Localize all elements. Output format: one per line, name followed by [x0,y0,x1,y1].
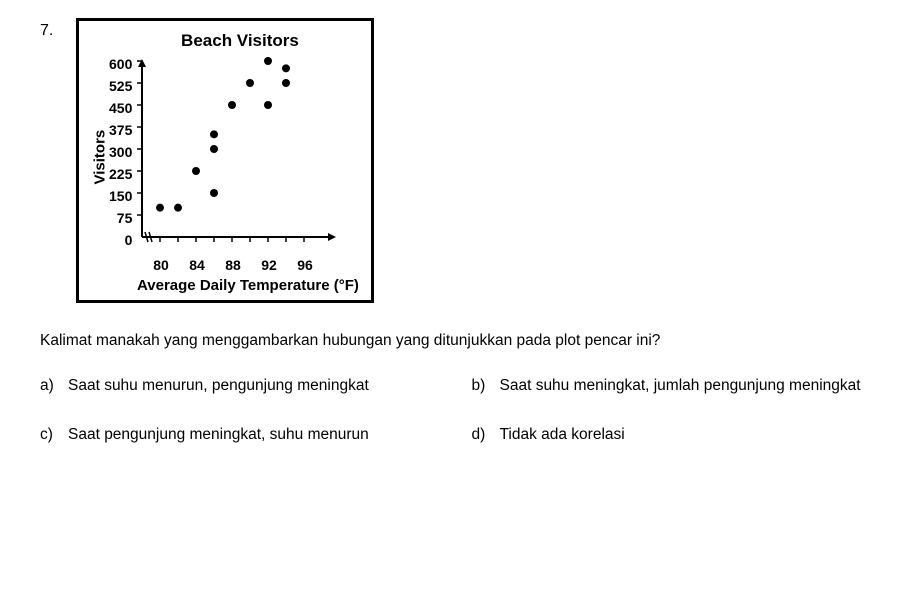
question-text: Kalimat manakah yang menggambarkan hubun… [40,329,879,352]
plot-area-row: 600 525 450 375 300 225 150 75 0 [109,57,340,255]
answer-a: a) Saat suhu menurun, pengunjung meningk… [40,374,448,399]
answer-c: c) Saat pengunjung meningkat, suhu menur… [40,423,448,448]
x-tick: 80 [143,257,179,273]
x-tick: 88 [215,257,251,273]
x-tick-labels: 8084889296 [143,257,323,273]
answer-text: Saat pengunjung meningkat, suhu menurun [68,423,369,448]
answer-letter: d) [472,423,492,448]
question-row: 7. Beach Visitors Visitors 600 525 450 3… [40,18,879,303]
question-number: 7. [40,18,60,40]
y-tick: 375 [109,123,132,145]
y-zero: 0 [125,233,133,255]
plot-column: 600 525 450 375 300 225 150 75 0 8084889 [109,57,359,294]
chart-title: Beach Visitors [91,31,359,51]
y-tick: 150 [109,189,132,211]
answer-text: Tidak ada korelasi [500,423,625,448]
answers-grid: a) Saat suhu menurun, pengunjung meningk… [40,374,879,448]
x-tick: 92 [251,257,287,273]
y-tick: 525 [109,79,132,101]
chart-frame: Beach Visitors Visitors 600 525 450 375 … [76,18,374,303]
x-tick: 84 [179,257,215,273]
x-axis-label: Average Daily Temperature (°F) [137,277,359,294]
answer-letter: a) [40,374,60,399]
x-tick: 96 [287,257,323,273]
answer-text: Saat suhu menurun, pengunjung meningkat [68,374,369,399]
answer-letter: b) [472,374,492,399]
y-tick: 300 [109,145,132,167]
y-tick: 600 [109,57,132,79]
y-tick-labels: 600 525 450 375 300 225 150 75 0 [109,57,132,255]
y-tick: 450 [109,101,132,123]
y-tick: 75 [117,211,133,233]
answer-b: b) Saat suhu meningkat, jumlah pengunjun… [472,374,880,399]
chart-body: Visitors 600 525 450 375 300 225 150 75 … [91,57,359,294]
plot-svg [136,57,340,251]
answer-letter: c) [40,423,60,448]
y-tick: 225 [109,167,132,189]
answer-d: d) Tidak ada korelasi [472,423,880,448]
scatter-plot [136,57,340,255]
y-axis-label: Visitors [92,167,109,185]
answer-text: Saat suhu meningkat, jumlah pengunjung m… [500,374,861,399]
